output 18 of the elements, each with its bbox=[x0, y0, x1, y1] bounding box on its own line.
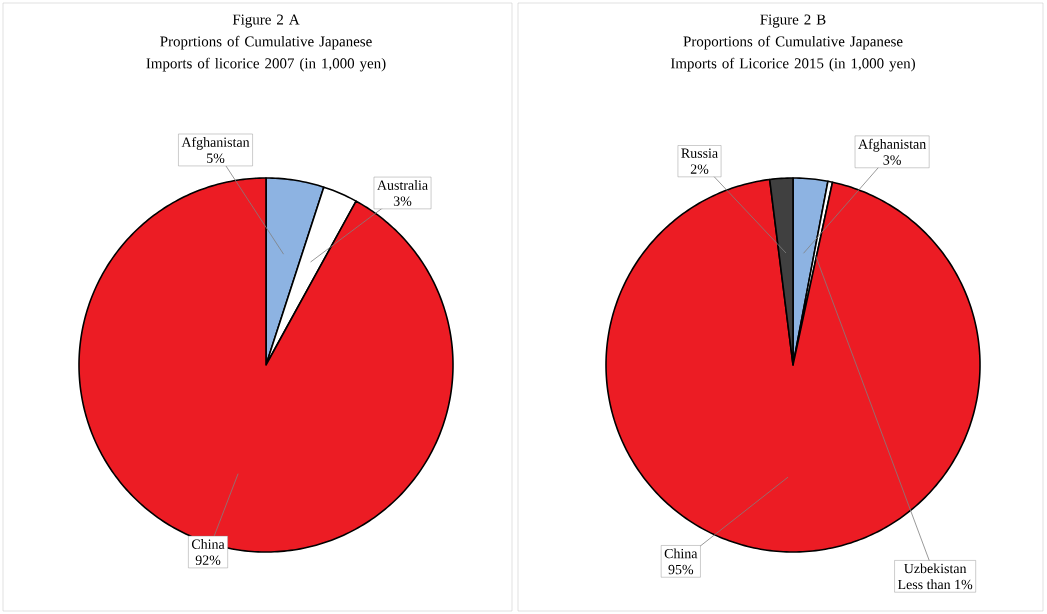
slice-label: China bbox=[664, 548, 698, 559]
slice-label: Australia bbox=[377, 180, 428, 190]
data-label: 95% bbox=[668, 564, 694, 575]
slice-label: Afghanistan bbox=[858, 138, 926, 152]
data-label: 3% bbox=[883, 155, 901, 165]
chart-subtitle: Proprtions of Cumulative Japanese Imports of licorice 2007 (in 1,000 yen) bbox=[146, 35, 386, 72]
data-label: 5% bbox=[207, 153, 225, 163]
slice-label: Uzbekistan bbox=[904, 563, 967, 574]
data-label: 3% bbox=[393, 196, 412, 206]
data-label: 92% bbox=[195, 555, 221, 565]
chart-title: Figure 2 B bbox=[760, 14, 826, 28]
data-label: Less than 1% bbox=[897, 579, 973, 590]
data-label: 2% bbox=[690, 164, 709, 174]
slice-label: Afghanistan bbox=[181, 136, 250, 150]
chart-title: Figure 2 A bbox=[232, 14, 300, 28]
slice-label: Russia bbox=[681, 148, 718, 158]
chart-subtitle: Proportions of Cumulative Japanese Imports of Licorice 2015 (in 1,000 yen) bbox=[670, 35, 915, 72]
slice-label: China bbox=[191, 539, 225, 549]
